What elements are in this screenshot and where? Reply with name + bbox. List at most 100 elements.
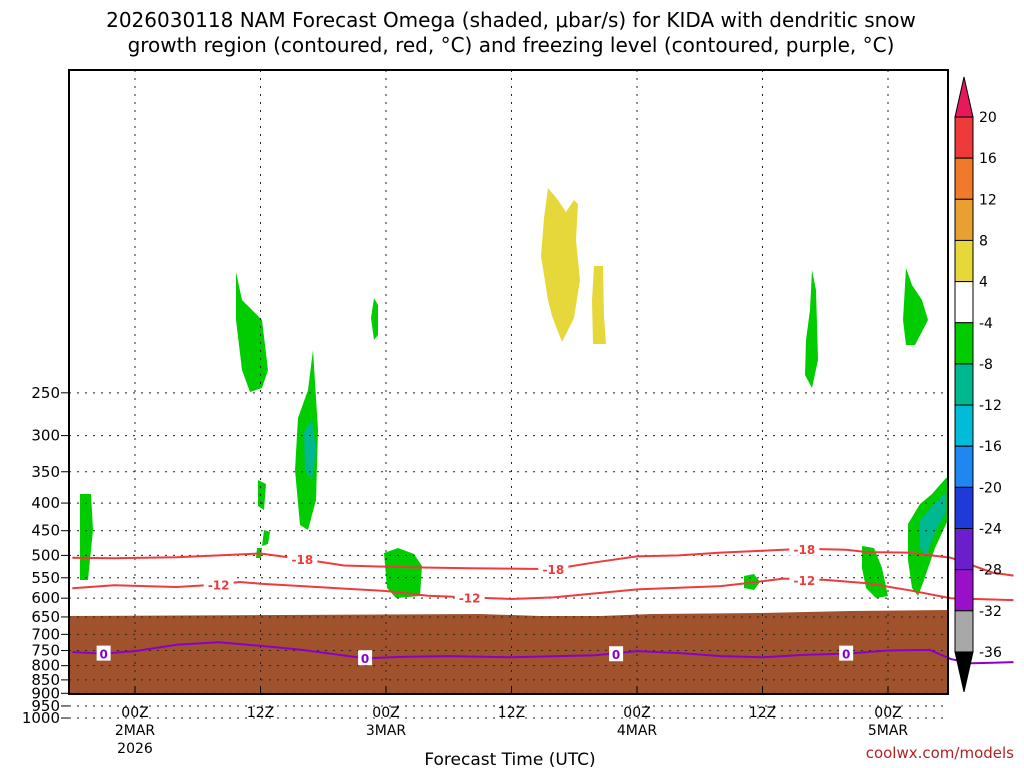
colorbar-segment [954,404,974,447]
x-tick-label: 12Z [749,705,776,721]
y-tick-label: 850 [31,671,60,689]
x-tick-label: 3MAR [366,723,407,739]
x-tick-label: 4MAR [617,723,658,739]
dgz-top-minus-18-label: -18 [793,543,815,557]
x-tick-label: 12Z [247,705,274,721]
x-tick-label: 5MAR [868,723,909,739]
y-tick-label: 800 [31,657,60,675]
colorbar-tick-label: 8 [979,233,988,249]
dgz-top-minus-18-line [72,547,1014,577]
colorbar-tick-label: -12 [979,398,1002,414]
colorbar-tick-label: -32 [979,604,1002,620]
dgz-bottom-minus-12-label: -12 [793,574,815,588]
chart-title-line-1: 2026030118 NAM Forecast Omega (shaded, μ… [106,8,916,32]
x-tick-label: 00Z [121,705,148,721]
y-axis: 2503003504004505005506006507007508008509… [22,384,69,727]
colorbar-tick-label: -20 [979,480,1002,496]
colorbar-segment [954,281,974,324]
dgz-top-minus-18-label-bg [789,540,820,556]
freezing-level-0-label: 0 [99,648,107,662]
plot-area [69,70,948,694]
x-tick-label: 00Z [874,705,901,721]
omega-region-green [371,298,378,340]
colorbar-segment [954,363,974,406]
x-tick-label: 2MAR [115,723,156,739]
freezing-level-0-label-bg [609,646,624,662]
dgz-bottom-minus-12-label-bg [789,571,820,587]
y-tick-label: 950 [31,697,60,715]
freezing-level-0-label-bg [96,645,111,661]
y-tick-label: 400 [31,494,60,512]
colorbar: 20 16 12 8 4 -4 -8 -12 -16 -20 -24 -28 -32 -36 [954,76,1002,693]
y-tick-label: 350 [31,463,60,481]
y-tick-label: 750 [31,642,60,660]
omega-region-green [236,272,268,392]
y-tick-label: 300 [31,427,60,445]
colorbar-segment [954,528,974,571]
omega-region-green [384,548,422,598]
colorbar-segment [954,486,974,530]
colorbar-segment [954,157,974,200]
colorbar-tick-label: -4 [979,316,993,332]
omega-region-green [805,270,818,388]
freezing-level-0-line [72,641,1014,665]
y-tick-label: 1000 [22,709,60,727]
colorbar-segment [954,445,974,488]
y-tick-label: 700 [31,625,60,643]
freezing-level-0-label: 0 [361,652,369,666]
plot-frame [68,69,949,695]
colorbar-tick-label: -36 [979,645,1002,661]
freezing-level-0-label-bg [839,645,854,661]
colorbar-tick-label: 12 [979,192,997,208]
dgz-bottom-minus-12-line [72,577,1014,602]
colorbar-tick-label: -28 [979,563,1002,579]
omega-region-yellow [592,266,606,344]
colorbar-segment [954,116,974,159]
chart-title-line-2: growth region (contoured, red, °C) and f… [128,33,895,57]
colorbar-segment [954,322,974,365]
dgz-bottom-minus-12-label: -12 [459,591,481,605]
freezing-level-0-label-bg [358,650,373,666]
y-tick-label: 550 [31,569,60,587]
y-tick-label: 500 [31,546,60,564]
y-tick-label: 600 [31,589,60,607]
freezing-level-0-label: 0 [842,648,850,662]
terrain-fill [69,610,948,694]
colorbar-tick-label: -8 [979,357,993,373]
omega-region-teal [920,492,946,556]
contour-lines: -18 -18 -18 -12 -12 -12 0 0 0 0 [72,540,1014,666]
dgz-bottom-minus-12-label-bg [203,576,234,592]
colorbar-segment [954,198,974,241]
x-tick-label: 12Z [498,705,525,721]
omega-region-green [262,530,270,546]
credit-text: coolwx.com/models [866,744,1014,762]
colorbar-tick-label: -24 [979,522,1002,538]
colorbar-tick-label: -16 [979,439,1002,455]
colorbar-bottom-arrow [954,651,974,693]
omega-region-green [903,268,928,345]
y-tick-label: 250 [31,384,60,402]
colorbar-tick-label: 20 [979,110,997,126]
x-tick-label: 00Z [372,705,399,721]
colorbar-tick-label: 4 [979,275,988,291]
colorbar-segment [954,610,974,653]
x-tick-label: 2026 [117,741,153,757]
colorbar-segment [954,239,974,283]
y-tick-label: 650 [31,608,60,626]
dgz-top-minus-18-label: -18 [542,563,564,577]
y-tick-label: 450 [31,522,60,540]
dgz-top-minus-18-label-bg [287,551,318,567]
dgz-top-minus-18-label: -18 [291,553,313,567]
dgz-top-minus-18-label-bg [538,561,569,577]
omega-region-yellow [541,188,580,342]
colorbar-tick-label: 16 [979,151,997,167]
x-axis-label: Forecast Time (UTC) [424,750,595,768]
freezing-level-0-label: 0 [612,648,620,662]
omega-region-teal [304,420,316,480]
dgz-bottom-minus-12-label: -12 [208,578,230,592]
dgz-bottom-minus-12-label-bg [454,589,485,605]
x-axis: 00Z 2MAR 2026 12Z 00Z 3MAR 12Z 00Z 4MAR 12Z 00Z 5MA… [115,686,909,757]
y-tick-label: 900 [31,684,60,702]
colorbar-segment [954,569,974,612]
